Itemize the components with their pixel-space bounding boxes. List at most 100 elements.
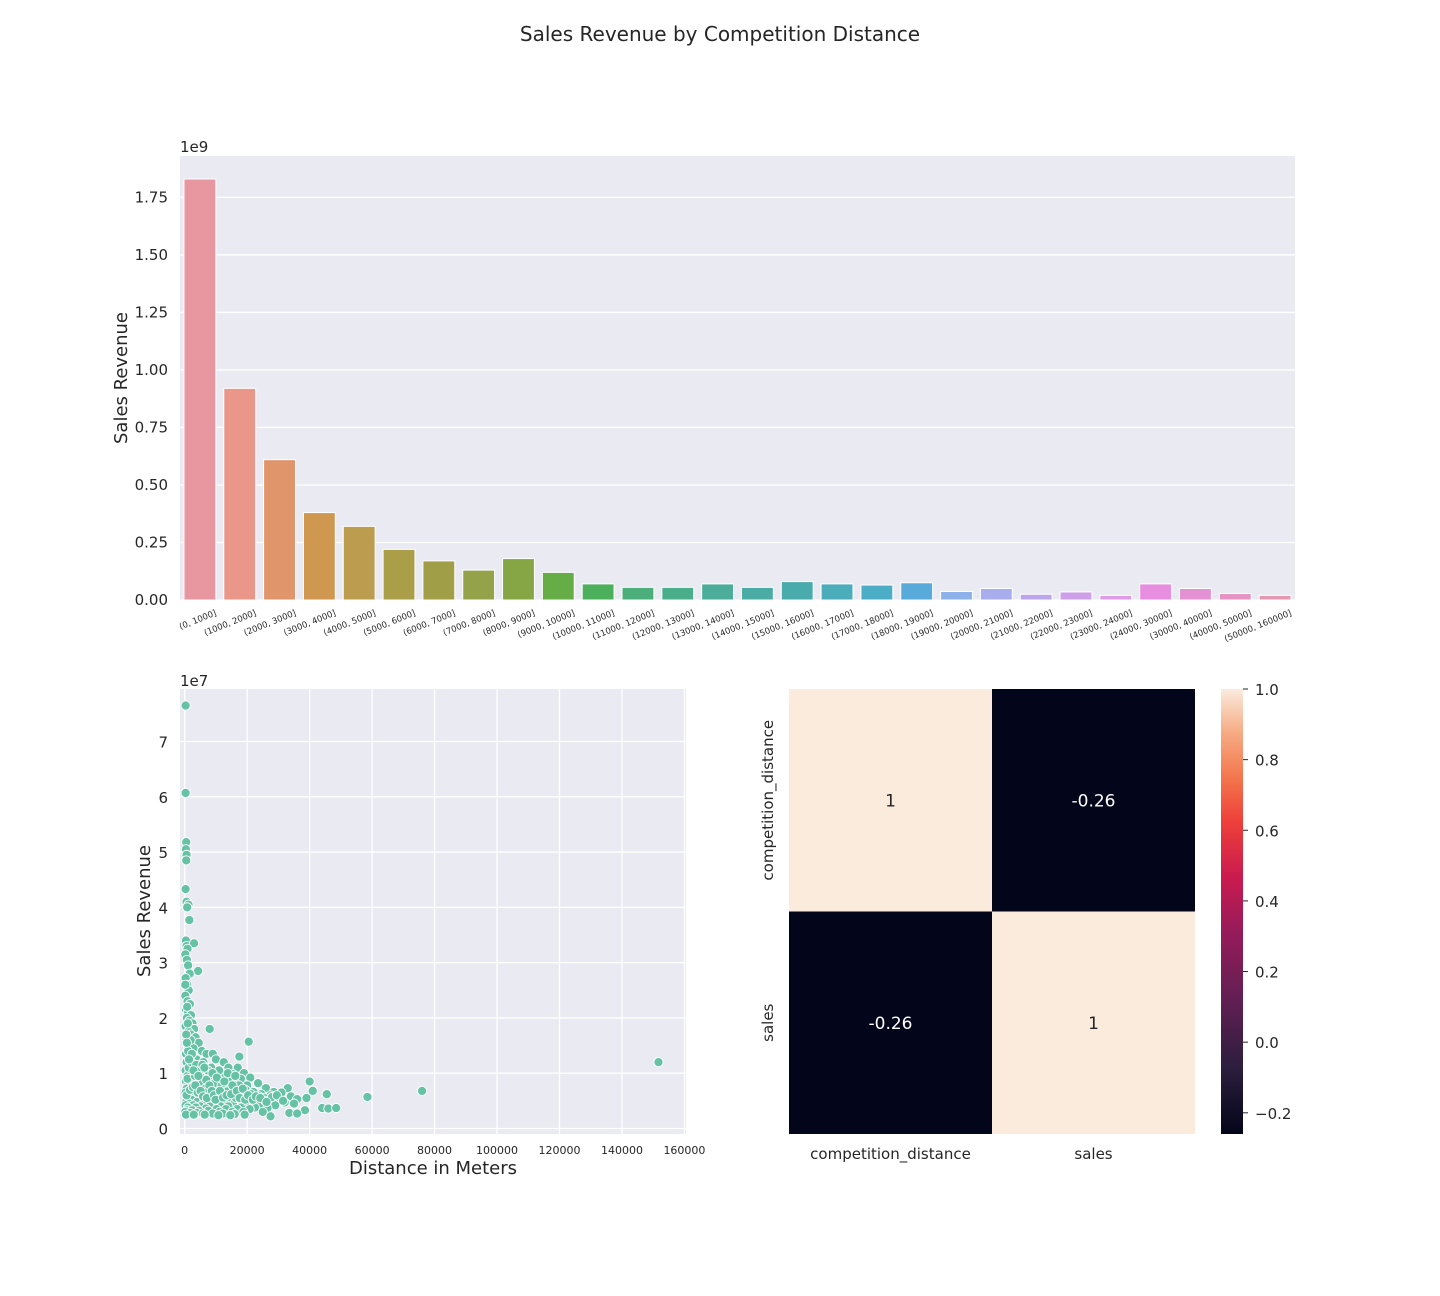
scatter-point [243, 1036, 254, 1047]
scatter-point [193, 1070, 204, 1082]
scatter-point [180, 700, 191, 711]
bar-y-axis-label: Sales Revenue [111, 312, 132, 444]
scatter-point [304, 1076, 315, 1087]
scatter-xtick-label: 80000 [417, 1144, 452, 1157]
scatter-point [182, 902, 193, 913]
scatter-ytick-label: 5 [158, 844, 168, 862]
scatter-xtick-label: 40000 [292, 1144, 327, 1157]
bar-ytick-label: 1.25 [135, 303, 168, 321]
figure-suptitle: Sales Revenue by Competition Distance [520, 22, 920, 46]
bar [422, 560, 456, 601]
scatter-point [204, 1023, 215, 1035]
bar [263, 459, 296, 601]
heatmap-cell-label: -0.26 [869, 1014, 913, 1034]
heatmap-row-label: competition_distance [759, 720, 778, 881]
bar [1179, 587, 1212, 601]
bar [183, 178, 217, 601]
colorbar-tick-label: 0.4 [1255, 893, 1279, 911]
bar [621, 586, 655, 601]
scatter-point [301, 1093, 312, 1104]
scatter-point [237, 1083, 248, 1094]
bar [860, 584, 894, 601]
scatter-xtick-label: 60000 [355, 1144, 390, 1157]
scatter-point [288, 1098, 300, 1109]
heatmap-cell [789, 689, 992, 912]
scatter-point [234, 1051, 245, 1062]
scatter-point [257, 1106, 268, 1117]
scatter-point [181, 855, 192, 866]
heatmap-cell [992, 911, 1195, 1134]
scatter-ytick-label: 0 [158, 1120, 168, 1138]
bar [740, 586, 774, 601]
bar [940, 590, 973, 601]
heatmap-col-label: competition_distance [810, 1145, 971, 1164]
scatter-point [183, 960, 194, 971]
scatter-x-axis-label: Distance in Meters [349, 1158, 517, 1179]
heatmap-row-label: sales [759, 1003, 777, 1041]
scatter-xtick-label: 0 [181, 1144, 188, 1157]
scatter-xtick-label: 20000 [230, 1144, 265, 1157]
scatter-point [239, 1109, 250, 1120]
heatmap-col-label: sales [1074, 1145, 1112, 1163]
bar [342, 525, 376, 601]
scatter-point [180, 787, 191, 798]
heatmap-cell-label: 1 [1088, 1014, 1099, 1034]
scatter-ytick-label: 2 [158, 1010, 168, 1028]
bar-ytick-label: 0.00 [135, 591, 168, 609]
scatter-point [265, 1111, 276, 1122]
scatter-xtick-label: 120000 [539, 1144, 581, 1157]
bar-chart: 0.000.250.500.751.001.251.501.75 (0, 100… [111, 138, 1295, 645]
scatter-ytick-label: 3 [158, 955, 168, 973]
scatter-ytick-label: 4 [158, 899, 168, 917]
scatter-point [180, 884, 191, 895]
bar-ytick-label: 0.50 [135, 476, 168, 494]
colorbar-tick-label: 0.0 [1255, 1034, 1279, 1052]
bar [541, 571, 575, 601]
colorbar-tick-label: 0.6 [1255, 822, 1279, 840]
colorbar-tick-label: 0.8 [1255, 752, 1279, 770]
scatter-ytick-label: 7 [158, 734, 168, 752]
bar [661, 586, 695, 601]
scatter-point [271, 1090, 282, 1101]
bar-ytick-label: 0.25 [135, 533, 168, 551]
colorbar-tick-label: 1.0 [1255, 681, 1279, 699]
heatmap-cell-label: -0.26 [1072, 791, 1116, 811]
scatter-point [653, 1057, 664, 1068]
scatter-point [199, 1062, 210, 1073]
scatter-point [182, 1018, 193, 1029]
scatter-point [182, 1001, 193, 1012]
bar [1139, 583, 1173, 601]
scatter-point [188, 1109, 199, 1120]
scatter-point [261, 1096, 272, 1107]
bar [979, 587, 1013, 601]
scatter-point [331, 1102, 342, 1114]
scatter-point [193, 965, 204, 976]
bar-offset-text: 1e9 [180, 138, 208, 156]
bar [382, 548, 416, 601]
heatmap-chart: 1 -0.26-0.26 1 competition_distance salesco… [759, 681, 1291, 1164]
bar [1059, 591, 1093, 601]
bar [1218, 593, 1252, 601]
scatter-xtick-label: 160000 [663, 1144, 705, 1157]
bar [900, 582, 934, 601]
bar-ytick-label: 1.00 [135, 361, 168, 379]
bar [1099, 594, 1133, 601]
scatter-plot-area [180, 689, 686, 1134]
scatter-point [184, 915, 195, 926]
scatter-point [213, 1110, 224, 1121]
scatter-point [184, 1054, 195, 1065]
scatter-point [199, 1109, 210, 1120]
heatmap-cell [992, 689, 1195, 912]
bar [780, 581, 814, 601]
bar [1019, 593, 1053, 601]
scatter-point [180, 979, 191, 990]
scatter-point [321, 1089, 332, 1100]
heatmap-cell [789, 911, 992, 1134]
heatmap-cell-label: 1 [885, 791, 896, 811]
scatter-point [362, 1091, 373, 1103]
scatter-point [278, 1095, 289, 1106]
scatter-point [225, 1110, 236, 1121]
colorbar-tick-label: 0.2 [1255, 964, 1279, 982]
